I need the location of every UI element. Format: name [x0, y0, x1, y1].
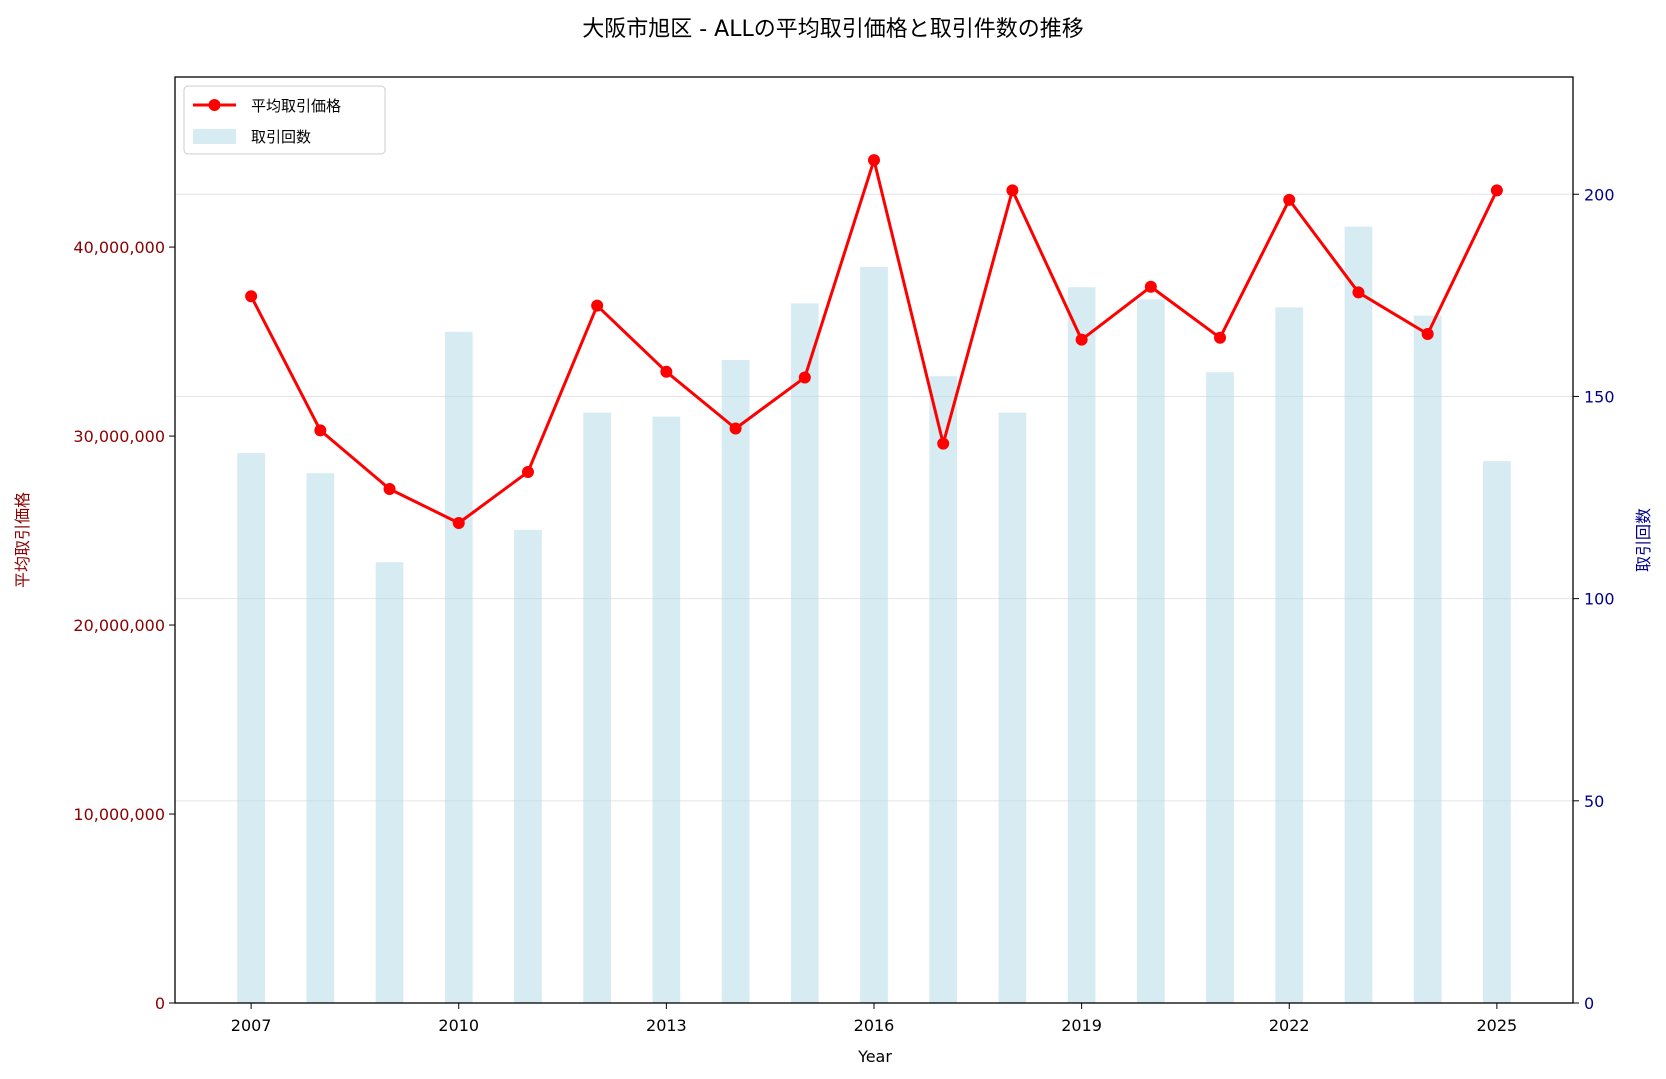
y-right-tick-label-1: 50 — [1584, 792, 1604, 811]
bar-2013 — [652, 416, 681, 1004]
bar-2012 — [583, 412, 612, 1003]
x-tick-label-2025: 2025 — [1477, 1016, 1518, 1035]
bar-2025 — [1483, 461, 1511, 1004]
bar-2022 — [1275, 307, 1304, 1003]
bar-2023 — [1344, 226, 1373, 1003]
x-axis-title: Year — [857, 1047, 892, 1066]
y-right-tick-label-0: 0 — [1584, 994, 1594, 1013]
y-left-tick-label-1: 10,000,000 — [73, 805, 165, 824]
bar-2016 — [860, 267, 888, 1004]
line-layer — [245, 154, 1503, 529]
x-tick-label-2010: 2010 — [438, 1016, 479, 1035]
y-right-tick-label-4: 200 — [1584, 185, 1615, 204]
y-left-tick-label-3: 30,000,000 — [73, 427, 165, 446]
bar-2017 — [929, 376, 958, 1003]
y-left-tick-label-4: 40,000,000 — [73, 238, 165, 257]
legend-label-count: 取引回数 — [251, 128, 311, 146]
price-point-2018 — [1006, 184, 1019, 197]
price-point-2011 — [521, 465, 534, 478]
price-point-2023 — [1352, 286, 1365, 299]
legend-marker-swatch — [208, 99, 221, 111]
x-tick-label-2019: 2019 — [1061, 1016, 1102, 1035]
price-point-2017 — [937, 437, 950, 450]
price-point-2019 — [1075, 333, 1088, 346]
price-point-2009 — [383, 482, 396, 495]
x-tick-label-2022: 2022 — [1269, 1016, 1310, 1035]
bar-2009 — [375, 562, 404, 1003]
bar-layer — [237, 226, 1511, 1004]
axis-layer: 2007 2010 2013 2016 2019 2022 2025 0 10,000,000 2… — [73, 76, 1615, 1035]
x-tick-label-2007: 2007 — [231, 1016, 272, 1035]
bar-2020 — [1136, 299, 1165, 1003]
bar-2010 — [444, 331, 473, 1003]
price-point-2014 — [729, 422, 742, 435]
y-axis-left-title: 平均取引価格 — [13, 492, 32, 588]
bar-2007 — [237, 453, 265, 1003]
legend: 平均取引価格 取引回数 — [183, 85, 386, 155]
legend-label-price: 平均取引価格 — [251, 97, 341, 115]
y-left-tick-label-2: 20,000,000 — [73, 616, 165, 635]
price-point-2021 — [1214, 331, 1227, 344]
bar-2011 — [514, 529, 542, 1003]
bar-2014 — [721, 360, 750, 1003]
bar-2008 — [306, 473, 335, 1003]
price-point-2013 — [660, 365, 673, 378]
chart-title: 大阪市旭区 - ALLの平均取引価格と取引件数の推移 — [582, 17, 1084, 42]
y-right-tick-label-2: 100 — [1584, 590, 1615, 609]
price-point-2024 — [1421, 328, 1434, 341]
price-point-2020 — [1144, 280, 1157, 293]
y-left-tick-label-0: 0 — [155, 994, 165, 1013]
bar-2018 — [998, 412, 1027, 1003]
price-point-2007 — [245, 290, 258, 303]
bar-2021 — [1206, 372, 1234, 1004]
x-tick-label-2016: 2016 — [854, 1016, 895, 1035]
bar-2015 — [790, 303, 819, 1003]
price-point-2022 — [1283, 193, 1296, 206]
price-point-2015 — [798, 371, 811, 384]
price-point-2010 — [452, 516, 465, 529]
price-point-2012 — [591, 299, 604, 312]
legend-bar-swatch — [193, 129, 236, 144]
price-point-2025 — [1490, 184, 1503, 197]
y-right-tick-label-3: 150 — [1584, 387, 1615, 406]
bar-2024 — [1413, 315, 1442, 1003]
price-point-2016 — [868, 154, 880, 167]
bar-2019 — [1067, 287, 1096, 1003]
x-tick-label-2013: 2013 — [646, 1016, 687, 1035]
price-point-2008 — [314, 424, 327, 437]
y-axis-right-title: 取引回数 — [1634, 508, 1653, 572]
